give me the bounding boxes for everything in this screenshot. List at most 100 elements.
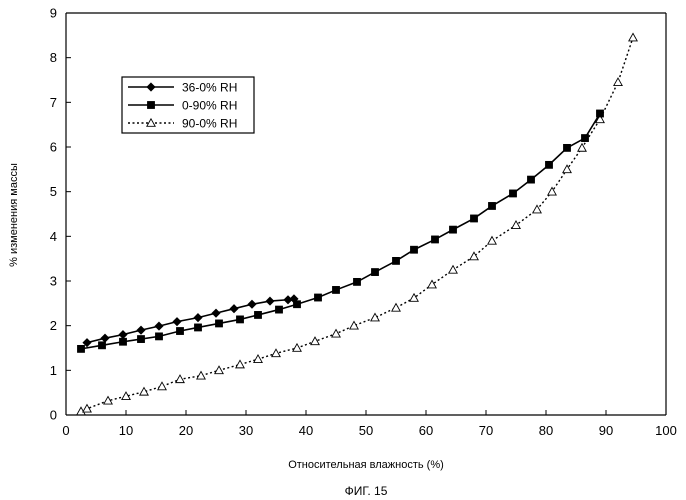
y-tick-label: 4 — [50, 229, 57, 244]
legend-label: 0-90% RH — [182, 99, 237, 113]
data-point — [236, 315, 244, 324]
legend-marker — [147, 101, 155, 109]
x-tick-label: 100 — [655, 423, 677, 438]
data-point — [547, 186, 557, 196]
x-tick-label: 50 — [359, 423, 373, 438]
data-point — [581, 134, 589, 142]
series-0-90-rh — [77, 109, 604, 353]
data-point — [194, 323, 202, 332]
x-tick-label: 20 — [179, 423, 193, 438]
data-point — [211, 308, 221, 318]
data-point — [82, 338, 92, 348]
data-point — [332, 286, 340, 294]
data-point — [103, 395, 113, 405]
x-tick-label: 60 — [419, 423, 433, 438]
series-line — [86, 298, 295, 344]
data-point — [172, 317, 182, 327]
y-tick-label: 1 — [50, 363, 57, 378]
data-point — [545, 160, 553, 169]
data-point — [370, 312, 380, 322]
data-point — [77, 344, 85, 353]
data-point — [155, 332, 163, 341]
series-layer — [76, 32, 638, 416]
data-point — [509, 189, 517, 198]
figure-caption: ФИГ. 15 — [345, 484, 388, 498]
y-tick-label: 2 — [50, 318, 57, 333]
data-point — [215, 319, 223, 328]
x-tick-label: 30 — [239, 423, 253, 438]
data-point — [235, 359, 245, 369]
y-tick-label: 9 — [50, 6, 57, 21]
data-point — [487, 235, 497, 245]
data-point — [293, 300, 301, 309]
data-point — [391, 302, 401, 312]
series-90-0-rh — [76, 32, 638, 416]
data-point — [157, 381, 167, 391]
data-point — [176, 327, 184, 335]
data-point — [563, 143, 571, 152]
axes: 0 10 20 30 40 50 60 70 80 90 100 0 1 2 3 4 5 6 7 8 9 — [50, 6, 677, 439]
data-point — [628, 32, 638, 42]
data-point — [100, 333, 110, 343]
y-tick-label: 5 — [50, 184, 57, 199]
data-point — [154, 321, 164, 331]
x-tick-label: 90 — [599, 423, 613, 438]
data-point — [349, 320, 359, 330]
y-tick-label: 0 — [50, 408, 57, 423]
data-point — [121, 391, 131, 401]
series-line — [80, 113, 601, 350]
data-point — [470, 214, 478, 223]
data-point — [119, 337, 127, 346]
x-tick-label: 10 — [119, 423, 133, 438]
data-point — [431, 235, 439, 244]
legend-label: 36-0% RH — [182, 81, 237, 95]
data-point — [175, 374, 185, 384]
x-tick-label: 0 — [62, 423, 69, 438]
data-point — [265, 296, 275, 306]
data-point — [229, 304, 239, 314]
data-point — [196, 370, 206, 380]
data-point — [98, 341, 106, 350]
y-tick-label: 7 — [50, 95, 57, 110]
legend-label: 90-0% RH — [182, 117, 237, 131]
y-axis-label: % изменения массы — [8, 163, 20, 267]
data-point — [247, 299, 257, 309]
data-point — [253, 354, 263, 363]
data-point — [137, 335, 145, 343]
data-point — [310, 336, 320, 346]
legend-marker — [146, 117, 156, 127]
x-tick-label: 80 — [539, 423, 553, 438]
data-point — [511, 220, 521, 229]
data-point — [289, 294, 299, 304]
data-point — [488, 202, 496, 210]
data-point — [118, 330, 128, 340]
data-point — [448, 264, 458, 274]
data-point — [314, 293, 322, 302]
data-point — [427, 279, 437, 289]
y-tick-label: 3 — [50, 274, 57, 289]
data-point — [409, 292, 419, 302]
data-point — [193, 313, 203, 323]
data-point — [82, 403, 92, 413]
data-point — [271, 348, 281, 358]
y-tick-label: 8 — [50, 50, 57, 65]
data-point — [254, 311, 262, 319]
data-point — [596, 109, 604, 118]
data-point — [136, 325, 146, 335]
x-tick-label: 40 — [299, 423, 313, 438]
data-point — [353, 277, 361, 286]
data-point — [469, 251, 479, 261]
data-point — [410, 245, 418, 254]
data-point — [532, 204, 542, 214]
data-point — [392, 256, 400, 265]
legend-marker — [146, 82, 156, 92]
data-point — [139, 386, 149, 396]
series-36-0-rh — [82, 294, 299, 348]
data-point — [371, 268, 379, 276]
data-point — [292, 342, 302, 352]
data-point — [595, 114, 605, 124]
x-axis-label: Относительная влажность (%) — [288, 459, 444, 471]
data-point — [331, 328, 341, 338]
y-tick-label: 6 — [50, 140, 57, 155]
